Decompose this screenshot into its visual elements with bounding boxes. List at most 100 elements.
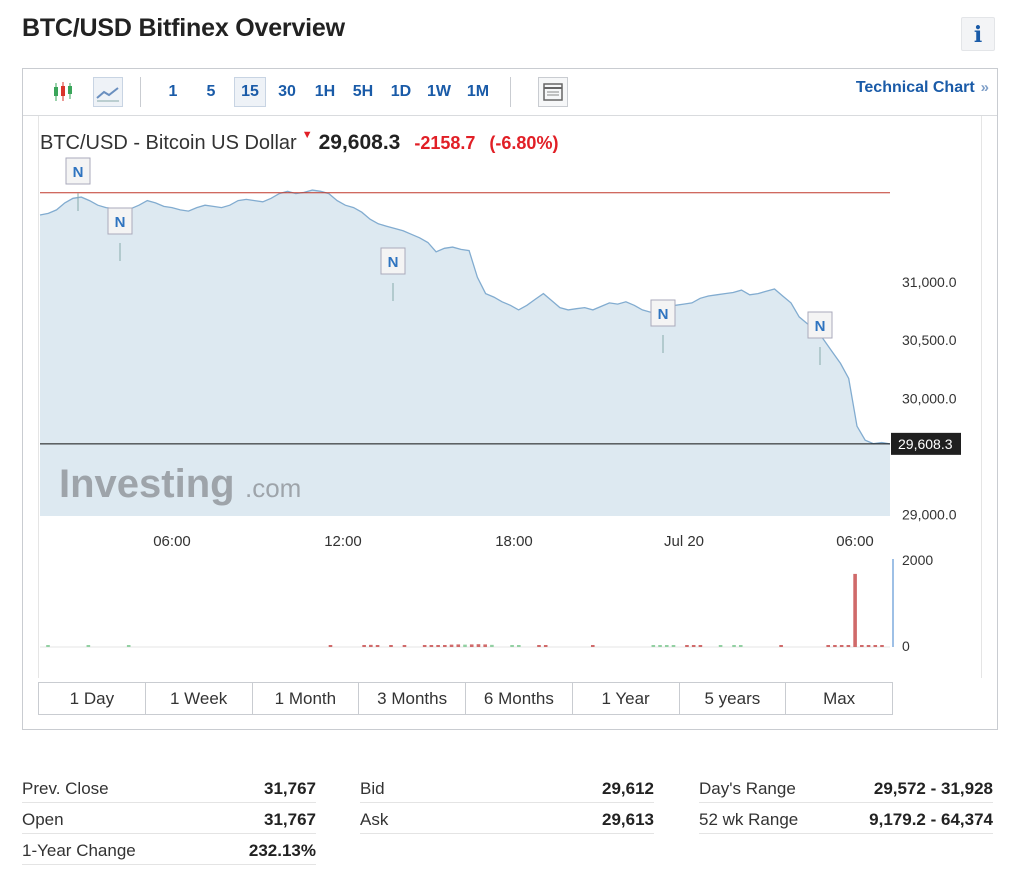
timeframe-5h[interactable]: 5H [352,83,374,100]
toolbar-divider [140,77,141,107]
volume-bar [590,645,595,647]
x-axis-tick-label: 12:00 [324,533,362,550]
period-1-year[interactable]: 1 Year [573,683,680,714]
volume-bar [46,645,50,647]
price-line [39,189,891,445]
stat-value: 9,179.2 - 64,374 [869,810,993,829]
x-axis-tick-label: Jul 20 [664,533,704,550]
period-max[interactable]: Max [823,689,856,708]
quote-line: BTC/USD - Bitcoin US Dollar ▼ 29,608.3 -215… [40,129,572,155]
x-axis-tick-label: 06:00 [153,533,191,550]
volume-bar [422,645,427,647]
stat-label: Day's Range [699,779,796,798]
period-6-months[interactable]: 6 Months [466,683,573,714]
volume-bar [490,644,494,647]
stats-table: Prev. Close 31,767 Open 31,767 1-Year Ch… [22,772,998,872]
news-marker-label: N [815,318,826,335]
news-marker[interactable] [107,207,133,235]
area-chart-icon[interactable] [93,77,123,107]
timeframe-1h[interactable]: 1H [314,83,336,100]
news-marker-label: N [73,164,84,181]
volume-bar [483,644,487,647]
volume-bar [658,645,662,647]
period-3-months[interactable]: 3 Months [359,683,466,714]
toolbar-divider [510,77,511,107]
candlestick-icon[interactable] [48,77,78,107]
volume-bar [826,645,830,647]
timeframe-1d[interactable]: 1D [390,83,412,100]
volume-bar [436,645,440,647]
stat-row-ask: Ask 29,613 [360,803,654,834]
volume-bar [651,645,656,647]
news-marker-label: N [388,254,399,271]
volume-bar [469,644,474,647]
period-1-week[interactable]: 1 Week [146,683,253,714]
volume-bar [429,645,434,647]
timeframe-1m[interactable]: 1M [466,83,490,100]
timeframe-15[interactable]: 15 [234,77,266,107]
period-selector: 1 Day 1 Week 1 Month 3 Months 6 Months 1… [38,682,893,715]
stat-label: Prev. Close [22,779,109,798]
volume-bar [664,645,669,647]
volume-bar [880,645,884,647]
price-area [40,190,890,516]
volume-bar [510,645,514,647]
chart-toolbar: 1 5 15 30 1H 5H 1D 1W 1M Technical Chart… [23,69,997,116]
stat-label: Open [22,810,64,829]
current-price-label: 29,608.3 [898,436,953,452]
volume-bar [691,645,696,647]
technical-chart-link[interactable]: Technical Chart » [856,79,989,97]
stat-value: 232.13% [248,841,316,860]
y-axis-tick-label: 30,000.0 [902,390,957,406]
news-marker[interactable] [65,157,91,185]
news-marker-label: N [658,306,669,323]
news-marker[interactable] [380,247,406,275]
x-axis-tick-label: 18:00 [495,533,533,550]
volume-bar [732,645,736,647]
volume-bar [86,645,91,647]
volume-bar [402,645,407,647]
timeframe-30[interactable]: 30 [278,83,296,100]
period-1-month[interactable]: 1 Month [253,683,360,714]
volume-bar [860,645,864,647]
page-title: BTC/USD Bitfinex Overview [22,14,345,42]
volume-bar [853,573,857,647]
stat-row-open: Open 31,767 [22,803,316,834]
volume-bar [389,645,393,647]
news-marker[interactable] [650,299,676,327]
news-marker-label: N [115,214,126,231]
stat-value: 29,612 [602,779,654,798]
period-1-day[interactable]: 1 Day [39,683,146,714]
price-chart[interactable]: Investing .com 31,000.0 30,500.0 30,000.0 29,… [23,69,997,681]
volume-bar [456,644,461,647]
period-5-years[interactable]: 5 years [680,683,787,714]
price-change-percent: (-6.80%) [489,133,559,153]
watermark-logo-suffix: .com [245,473,301,503]
volume-bar [779,645,783,647]
news-marker[interactable] [807,311,833,339]
stats-column-2: Bid 29,612 Ask 29,613 [360,772,654,834]
volume-bar [375,645,380,647]
volume-bar [833,645,837,647]
info-icon[interactable]: i [961,17,995,51]
volume-axis-tick-label: 2000 [902,552,933,568]
last-price: 29,608.3 [318,131,401,154]
stat-label: 52 wk Range [699,810,799,829]
stat-row-bid: Bid 29,612 [360,772,654,803]
timeframe-1w[interactable]: 1W [427,83,451,100]
plot-area [38,116,982,678]
table-icon[interactable] [538,77,568,107]
stat-value: 29,572 - 31,928 [873,779,993,798]
stat-label: Ask [360,810,389,829]
volume-bar [866,645,871,647]
volume-bar [698,645,703,647]
volume-bar [685,645,689,647]
current-price-box [891,432,961,455]
technical-chart-label: Technical Chart [855,79,975,96]
volume-bar [328,645,333,647]
timeframe-5[interactable]: 5 [206,83,216,100]
volume-bar [443,645,447,647]
volume-bar [846,645,851,647]
chart-panel: 1 5 15 30 1H 5H 1D 1W 1M Technical Chart… [22,68,998,730]
timeframe-1[interactable]: 1 [168,83,178,100]
